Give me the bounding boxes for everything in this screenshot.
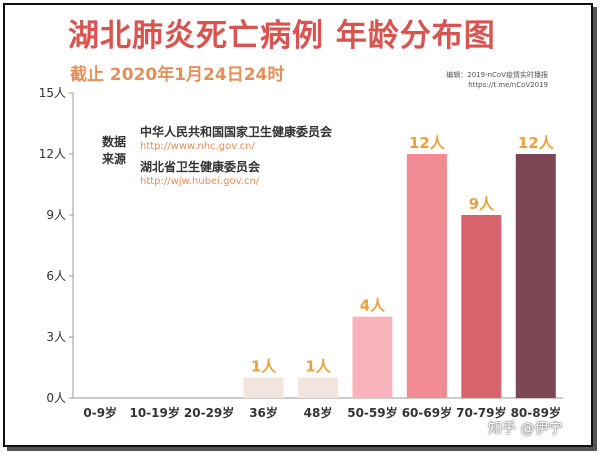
x-tick-label-6: 60-69岁: [402, 405, 452, 420]
data-label-6: 12人: [409, 134, 446, 152]
chart-title: 湖北肺炎死亡病例 年龄分布图: [68, 18, 496, 54]
source-name-hubei: 湖北省卫生健康委员会: [140, 160, 261, 174]
x-tick-label-4: 48岁: [304, 405, 333, 420]
x-tick-label-8: 80-89岁: [511, 405, 561, 420]
y-tick-label: 9人: [46, 208, 66, 222]
editor-credit: 编辑：2019-nCoV疫情实时播报: [446, 71, 548, 79]
data-label-4: 1人: [305, 358, 331, 376]
x-tick-label-5: 50-59岁: [347, 405, 397, 420]
data-label-3: 1人: [251, 358, 277, 376]
y-tick-label: 6人: [46, 269, 66, 283]
y-tick-label: 12人: [39, 147, 66, 161]
bar-6: [406, 154, 447, 398]
data-label-5: 4人: [360, 297, 386, 315]
bar-8: [515, 154, 556, 398]
x-tick-label-2: 20-29岁: [184, 405, 234, 420]
x-tick-label-0: 0-9岁: [83, 405, 117, 420]
bar-7: [461, 215, 502, 398]
source-url-nhc: http://www.nhc.gov.cn/: [140, 141, 255, 152]
data-label-8: 12人: [518, 134, 555, 152]
x-tick-label-7: 70-79岁: [456, 405, 506, 420]
bar-5: [352, 316, 393, 398]
chart-subtitle: 截止 2020年1月24日24时: [70, 65, 285, 85]
x-tick-label-3: 36岁: [249, 405, 278, 420]
watermark: 知乎 @伊宁: [488, 421, 563, 437]
bar-3: [243, 377, 284, 398]
data-label-7: 9人: [469, 195, 495, 213]
credit-link: https://t.me/nCoV2019: [468, 81, 548, 89]
y-tick-label: 0人: [46, 391, 66, 405]
y-tick-label: 3人: [46, 330, 66, 344]
data-source-label: 数据来源: [102, 135, 127, 166]
source-url-hubei: http://wjw.hubei.gov.cn/: [140, 176, 260, 187]
bar-4: [298, 377, 338, 398]
y-tick-label: 15人: [39, 86, 66, 100]
source-name-nhc: 中华人民共和国国家卫生健康委员会: [140, 125, 333, 139]
x-tick-label-1: 10-19岁: [129, 405, 179, 420]
